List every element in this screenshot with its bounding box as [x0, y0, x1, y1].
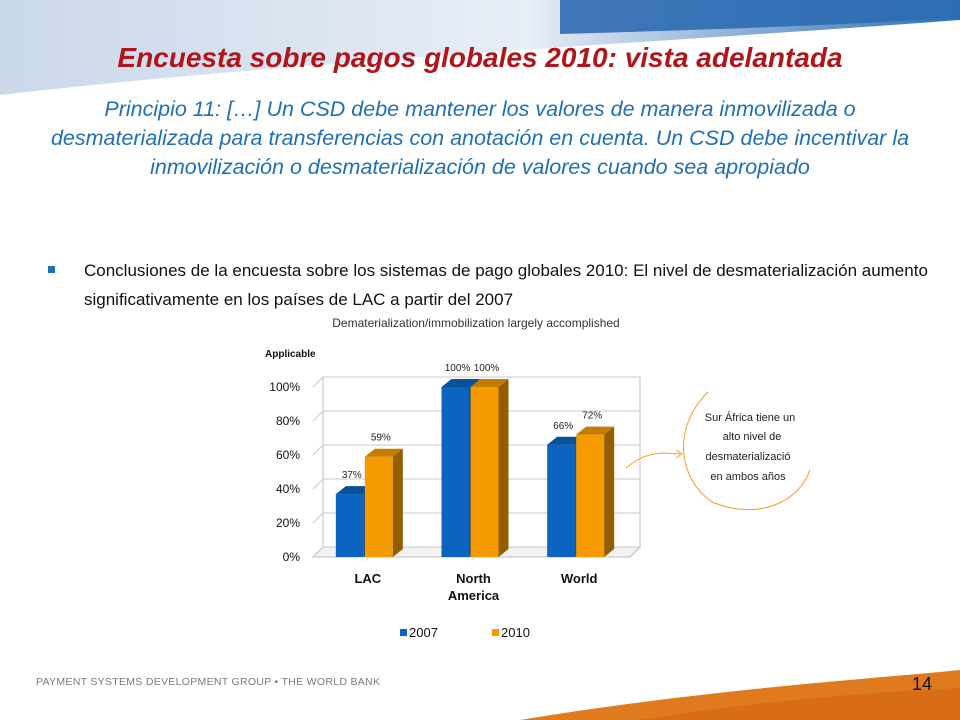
header-band [0, 0, 960, 95]
chart-bar-top [441, 379, 480, 387]
callout-line-3: desmaterializació [706, 451, 791, 463]
callout-border [683, 391, 811, 511]
chart-bar [576, 426, 615, 557]
chart-bar [470, 379, 509, 557]
chart-y-tick-label: 40% [276, 482, 300, 496]
chart-data-label: 72% [582, 411, 602, 422]
chart-bar [364, 448, 403, 557]
slide-title: Encuesta sobre pagos globales 2010: vist… [117, 42, 843, 73]
footer-band [520, 670, 960, 720]
callout-line-1: Sur África tiene un [705, 411, 796, 424]
chart-data-label: 66% [553, 421, 573, 432]
chart-x-tick-label: North [456, 571, 491, 586]
bar-chart: Dematerialization/immobilization largely… [265, 316, 811, 640]
callout-arrowhead [675, 449, 683, 459]
chart-bar-front [364, 456, 393, 557]
bullet-text: Conclusiones de la encuesta sobre los si… [84, 261, 928, 309]
callout-line-2: alto nivel de [723, 431, 782, 443]
footer-text: PAYMENT SYSTEMS DEVELOPMENT GROUP • THE … [36, 676, 381, 688]
chart-bar-top [364, 448, 403, 457]
chart-y-tick-label: 0% [283, 550, 301, 564]
chart-bar-front [441, 387, 470, 557]
page-number: 14 [912, 674, 933, 694]
bullet-item: Conclusiones de la encuesta sobre los si… [48, 256, 928, 314]
chart-bar-side [604, 426, 615, 557]
chart-y-tick-label: 100% [269, 380, 300, 394]
chart-gridline [312, 478, 640, 490]
chart-x-tick-label: LAC [354, 571, 381, 586]
chart-bar-front [470, 387, 499, 557]
chart-title: Dematerialization/immobilization largely… [332, 316, 619, 330]
legend-swatch [400, 629, 407, 636]
chart-legend: 2007 2010 [400, 625, 530, 640]
chart-data-label: 100% [474, 363, 500, 374]
chart-bar-front [576, 434, 605, 557]
chart-y-tick-label: 80% [276, 414, 300, 428]
callout: Sur África tiene un alto nivel de desmat… [625, 391, 811, 511]
chart-y-tick-label: 60% [276, 448, 300, 462]
chart-gridline [312, 546, 640, 558]
chart-gridline [312, 410, 640, 422]
chart-data-label: 59% [371, 433, 391, 444]
chart-ylabel: Applicable [265, 349, 316, 360]
chart-bar-top [576, 426, 615, 435]
chart-x-tick-label: World [561, 571, 598, 586]
legend-swatch [492, 629, 499, 636]
chart-data-label: 37% [342, 470, 362, 481]
legend-label: 2010 [501, 625, 530, 640]
chart-y-tick-label: 20% [276, 516, 300, 530]
slide-subtitle: Principio 11: […] Un CSD debe mantener l… [50, 97, 910, 179]
chart-data-label: 100% [445, 363, 471, 374]
chart-bar-side [498, 379, 509, 557]
chart-x-tick-label: America [448, 588, 500, 603]
chart-gridline [312, 376, 640, 388]
chart-bar-top [335, 486, 374, 495]
callout-arrow [625, 452, 681, 469]
chart-bar-front [547, 444, 576, 557]
bullet-square-icon [48, 266, 55, 273]
chart-bar-front [335, 494, 364, 557]
legend-label: 2007 [409, 625, 438, 640]
chart-bar-side [392, 448, 403, 557]
chart-gridline [312, 512, 640, 524]
chart-gridline [312, 444, 640, 456]
callout-line-4: en ambos años [710, 471, 786, 483]
chart-bar-top [547, 436, 586, 445]
chart-bar-top [470, 379, 509, 387]
